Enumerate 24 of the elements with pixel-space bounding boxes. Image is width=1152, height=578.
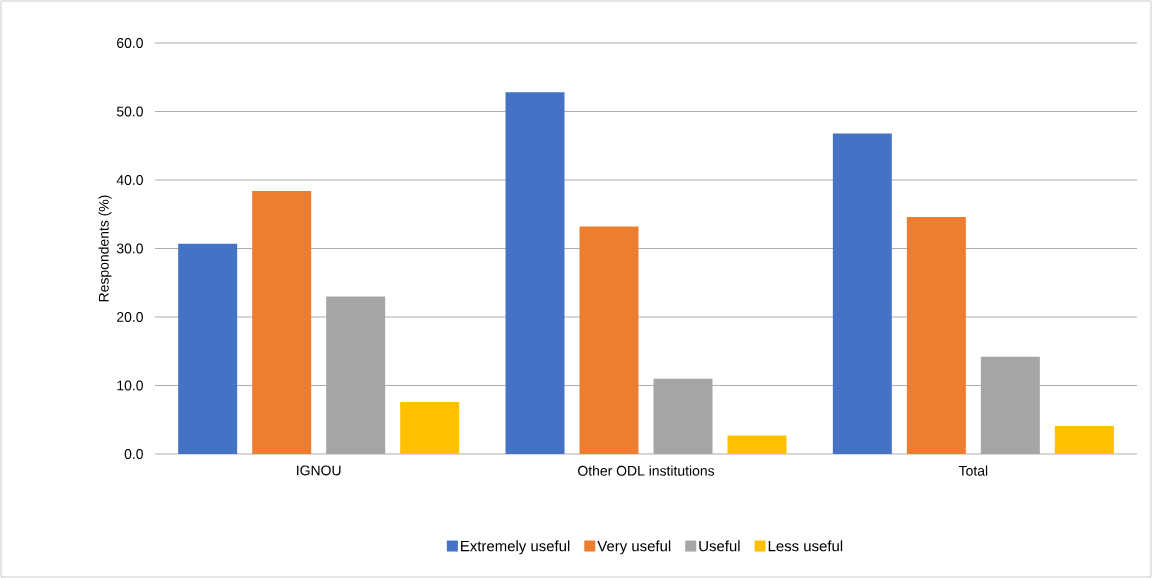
y-tick-label: 30.0 xyxy=(116,243,143,254)
bar xyxy=(727,435,787,454)
bar xyxy=(400,401,460,454)
y-tick-label: 20.0 xyxy=(117,312,143,322)
y-tick-label: 60.0 xyxy=(117,38,143,48)
bar xyxy=(178,243,238,454)
y-tick-label: 0.0 xyxy=(124,449,143,459)
x-tick-label: Other ODL institutions xyxy=(578,465,715,476)
legend-label: Useful xyxy=(699,540,740,552)
y-tick-label: 50.0 xyxy=(116,106,143,117)
bar xyxy=(832,133,892,454)
bar xyxy=(906,216,966,454)
bar xyxy=(579,226,639,454)
legend-label: Very useful xyxy=(597,540,671,555)
bar xyxy=(1054,425,1114,454)
legend-label: Extremely useful xyxy=(461,540,570,555)
y-tick-label: 10.0 xyxy=(117,380,143,391)
y-axis-title: Respondents (%) xyxy=(98,195,112,302)
x-tick-label: Total xyxy=(958,465,988,476)
legend-label: Less useful xyxy=(768,540,843,552)
bar xyxy=(505,92,565,454)
bar xyxy=(252,190,312,454)
x-tick-label: IGNOU xyxy=(297,465,341,476)
y-tick-label: 40.0 xyxy=(116,175,143,185)
